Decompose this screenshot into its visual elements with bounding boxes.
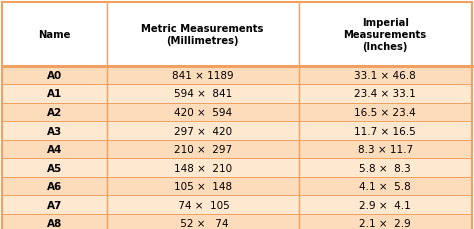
Text: A6: A6 — [47, 181, 62, 191]
Text: A1: A1 — [47, 89, 62, 99]
Text: A7: A7 — [47, 200, 62, 210]
Bar — [2, 214, 472, 229]
Text: Metric Measurements
(Millimetres): Metric Measurements (Millimetres) — [141, 24, 264, 46]
Text: Imperial
Measurements
(Inches): Imperial Measurements (Inches) — [344, 18, 427, 52]
Bar — [2, 103, 472, 122]
Text: 2.1 ×  2.9: 2.1 × 2.9 — [359, 218, 411, 228]
Bar — [2, 122, 472, 140]
Bar — [2, 3, 472, 66]
Bar — [2, 196, 472, 214]
Bar — [2, 66, 472, 85]
Text: 52 ×   74: 52 × 74 — [177, 218, 228, 228]
Text: A4: A4 — [47, 144, 62, 154]
Text: 8.3 × 11.7: 8.3 × 11.7 — [357, 144, 413, 154]
Text: Name: Name — [38, 30, 71, 40]
Bar — [2, 158, 472, 177]
Text: 2.9 ×  4.1: 2.9 × 4.1 — [359, 200, 411, 210]
Bar — [2, 140, 472, 158]
Text: 5.8 ×  8.3: 5.8 × 8.3 — [359, 163, 411, 173]
Text: 33.1 × 46.8: 33.1 × 46.8 — [354, 71, 416, 81]
Text: A5: A5 — [47, 163, 62, 173]
Text: 74 ×  105: 74 × 105 — [175, 200, 230, 210]
Text: 148 ×  210: 148 × 210 — [173, 163, 232, 173]
Text: 11.7 × 16.5: 11.7 × 16.5 — [354, 126, 416, 136]
Text: A3: A3 — [47, 126, 62, 136]
Text: 594 ×  841: 594 × 841 — [173, 89, 232, 99]
Text: 210 ×  297: 210 × 297 — [173, 144, 232, 154]
Text: 16.5 × 23.4: 16.5 × 23.4 — [354, 108, 416, 117]
Text: A0: A0 — [47, 71, 62, 81]
Text: 420 ×  594: 420 × 594 — [173, 108, 232, 117]
Text: 841 × 1189: 841 × 1189 — [172, 71, 234, 81]
Text: 23.4 × 33.1: 23.4 × 33.1 — [354, 89, 416, 99]
Text: 297 ×  420: 297 × 420 — [173, 126, 232, 136]
Text: A2: A2 — [47, 108, 62, 117]
Bar — [2, 177, 472, 196]
Text: 105 ×  148: 105 × 148 — [173, 181, 232, 191]
Text: A8: A8 — [47, 218, 62, 228]
Text: 4.1 ×  5.8: 4.1 × 5.8 — [359, 181, 411, 191]
Bar — [2, 85, 472, 103]
